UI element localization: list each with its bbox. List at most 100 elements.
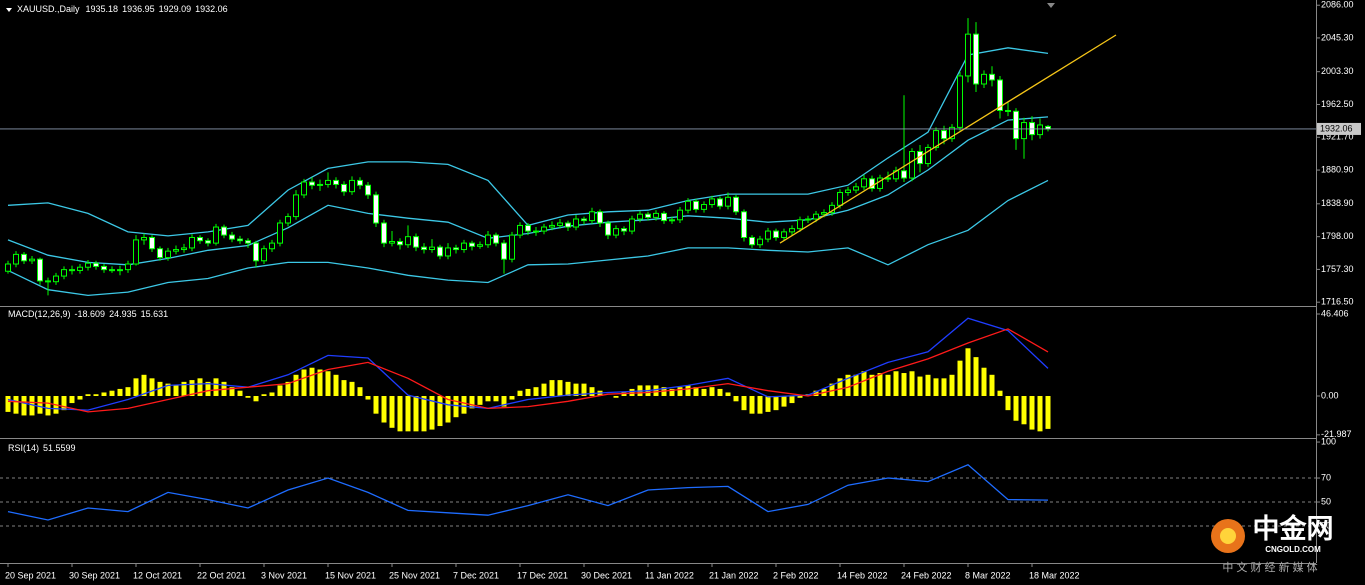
candle-body: [285, 216, 291, 224]
y-tick-label: 50: [1321, 496, 1331, 506]
candle-body: [581, 218, 587, 222]
rsi-header: RSI(14) 51.5599: [8, 443, 76, 453]
histogram-bar: [917, 376, 923, 397]
histogram-bar: [205, 381, 211, 397]
histogram-bar: [621, 392, 627, 397]
candle-body: [485, 234, 491, 246]
histogram-bar: [373, 396, 379, 414]
histogram-bar: [181, 381, 187, 397]
candle-body: [749, 236, 755, 246]
y-tick-label: 2003.30: [1321, 66, 1354, 76]
candle-body: [341, 183, 347, 193]
candle-body: [725, 196, 731, 207]
candle-body: [61, 269, 67, 277]
histogram-bar: [501, 396, 507, 407]
x-tick-label: 3 Nov 2021: [261, 570, 307, 580]
rsi-title: RSI(14): [8, 443, 39, 453]
histogram-bar: [229, 387, 235, 397]
histogram-bar: [573, 383, 579, 397]
histogram-bar: [21, 396, 27, 416]
histogram-bar: [5, 396, 11, 412]
histogram-bar: [653, 385, 659, 397]
candle-body: [469, 242, 475, 247]
x-tick-label: 7 Dec 2021: [453, 570, 499, 580]
histogram-bar: [965, 348, 971, 397]
candle-body: [461, 242, 467, 251]
candle-body: [549, 224, 555, 228]
histogram-bar: [365, 396, 371, 400]
histogram-bar: [421, 396, 427, 432]
candle-body: [197, 236, 203, 242]
y-tick-label: 70: [1321, 472, 1331, 482]
x-tick-label: 14 Feb 2022: [837, 570, 888, 580]
header-arrow: [6, 8, 12, 12]
candle-body: [397, 241, 403, 246]
histogram-bar: [629, 388, 635, 397]
candle-body: [949, 126, 955, 140]
line: [7, 464, 1049, 521]
candle-body: [1037, 124, 1043, 136]
candle-body: [405, 236, 411, 246]
histogram-bar: [413, 396, 419, 432]
histogram-bar: [957, 360, 963, 397]
x-tick-label: 22 Oct 2021: [197, 570, 246, 580]
candle-body: [77, 266, 83, 271]
histogram-bar: [349, 381, 355, 397]
candle-body: [53, 275, 59, 283]
candle-body: [309, 181, 315, 186]
candle-body: [117, 269, 123, 272]
histogram-bar: [45, 396, 51, 416]
candle-body: [125, 263, 131, 271]
histogram-bar: [581, 383, 587, 397]
candle-body: [573, 218, 579, 228]
x-tick-label: 17 Dec 2021: [517, 570, 568, 580]
histogram-bar: [989, 374, 995, 397]
x-tick-label: 25 Nov 2021: [389, 570, 440, 580]
candle-body: [357, 179, 363, 186]
histogram-bar: [61, 396, 67, 411]
histogram-bar: [1029, 396, 1035, 430]
candle-body: [685, 200, 691, 211]
histogram-bar: [1045, 396, 1051, 429]
histogram-bar: [757, 396, 763, 414]
histogram-bar: [437, 396, 443, 427]
high: 1936.95: [122, 4, 155, 14]
histogram-bar: [717, 388, 723, 397]
candle-body: [157, 248, 163, 259]
x-tick-label: 24 Feb 2022: [901, 570, 952, 580]
histogram-bar: [565, 381, 571, 397]
histogram-bar: [357, 387, 363, 397]
histogram-bar: [1021, 396, 1027, 425]
shift-marker: [1047, 3, 1055, 8]
candle-body: [221, 226, 227, 236]
histogram-bar: [789, 396, 795, 404]
histogram-bar: [37, 396, 43, 414]
histogram-bar: [301, 369, 307, 397]
candle-body: [1021, 122, 1027, 140]
histogram-bar: [309, 367, 315, 397]
candle-body: [69, 269, 75, 272]
candle-body: [5, 263, 11, 272]
candle-body: [757, 238, 763, 246]
histogram-bar: [109, 390, 115, 397]
histogram-bar: [813, 390, 819, 397]
candle-body: [813, 213, 819, 220]
candle-body: [173, 249, 179, 252]
histogram-bar: [709, 387, 715, 397]
histogram-bar: [469, 396, 475, 409]
histogram-bar: [773, 396, 779, 411]
histogram-bar: [197, 378, 203, 397]
histogram-bar: [173, 385, 179, 397]
histogram-bar: [269, 392, 275, 397]
candle-body: [453, 247, 459, 251]
y-tick-label: 1880.90: [1321, 164, 1354, 174]
candle-body: [629, 218, 635, 232]
price-box: [1317, 122, 1361, 135]
candle-body: [445, 247, 451, 257]
symbol: XAUUSD.,Daily: [17, 4, 80, 14]
candle-body: [229, 234, 235, 240]
candle-body: [861, 178, 867, 188]
histogram-bar: [869, 374, 875, 397]
histogram-bar: [141, 374, 147, 397]
y-tick-label: 46.406: [1321, 308, 1349, 318]
